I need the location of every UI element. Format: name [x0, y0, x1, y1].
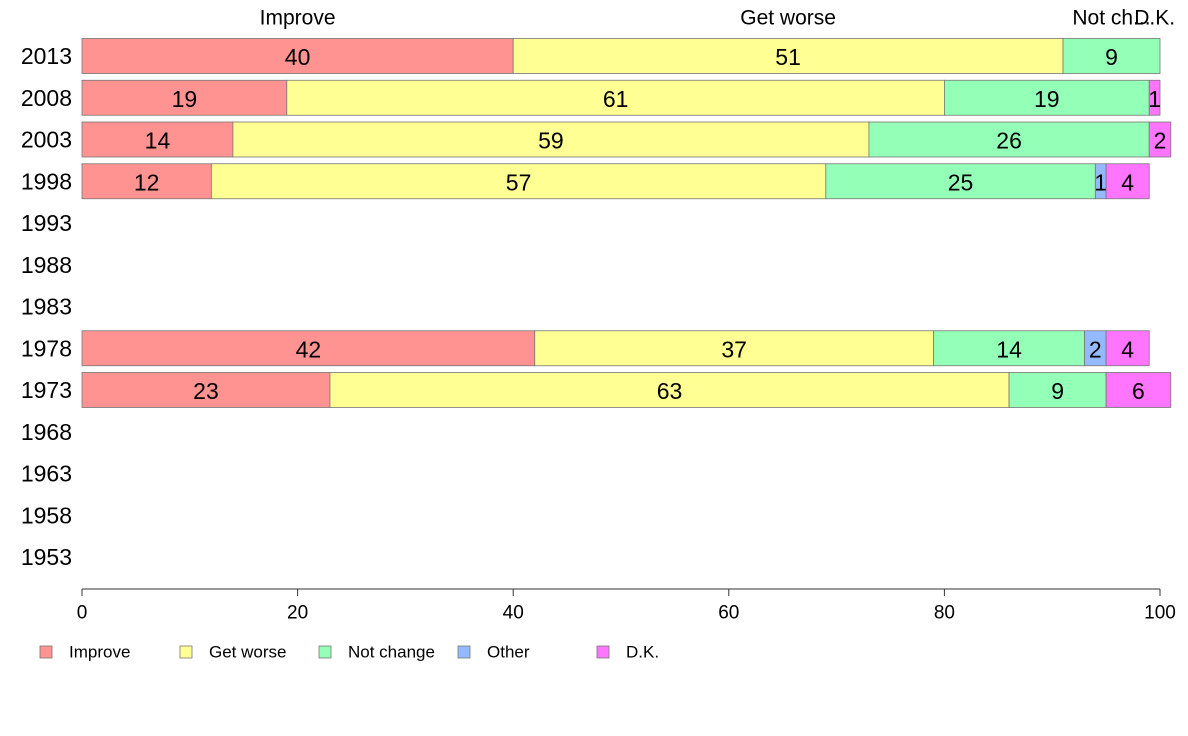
y-tick-label: 2003: [21, 127, 72, 153]
legend-swatch: [179, 645, 193, 659]
bar-segment: [81, 121, 234, 158]
legend-swatch: [596, 645, 610, 659]
y-tick-label: 1958: [21, 502, 72, 528]
legend-label: D.K.: [626, 643, 659, 662]
data-label: 26: [996, 128, 1022, 154]
bar-segment: [512, 38, 1064, 74]
legend-swatch: [457, 645, 471, 659]
x-tick-label: 100: [1144, 603, 1176, 624]
x-tick-label: 60: [718, 603, 739, 624]
bar-segment: [1148, 79, 1161, 116]
data-label: 9: [1105, 44, 1118, 70]
y-tick-label: 1973: [21, 377, 72, 403]
bar-segment: [944, 79, 1150, 116]
data-label: 4: [1121, 336, 1134, 362]
data-label: 61: [603, 86, 629, 112]
legend-label: Other: [487, 643, 530, 662]
data-label: 23: [193, 378, 219, 404]
data-label: 14: [996, 336, 1022, 362]
bar-segment: [81, 330, 536, 367]
bar-segment: [1008, 372, 1107, 408]
bar-segment: [81, 79, 288, 116]
data-label: 2: [1154, 128, 1167, 154]
bar-segment: [81, 163, 212, 200]
y-tick-label: 1968: [21, 419, 72, 445]
y-tick-label: 1988: [21, 252, 72, 278]
data-label: 12: [134, 169, 160, 195]
data-label: 51: [775, 44, 801, 70]
data-label: 19: [172, 86, 198, 112]
top-series-label: D.K.: [1134, 7, 1175, 30]
data-label: 57: [506, 169, 532, 195]
data-label: 40: [285, 44, 311, 70]
bar-segment: [825, 163, 1096, 200]
data-label: 1: [1148, 86, 1161, 112]
x-tick-label: 20: [287, 603, 308, 624]
data-label: 14: [145, 128, 171, 154]
y-tick-label: 1998: [21, 168, 72, 194]
bar-segment: [1105, 163, 1150, 200]
data-label: 9: [1051, 378, 1064, 404]
bar-segment: [81, 372, 331, 408]
top-series-label: Improve: [260, 7, 336, 30]
y-tick-label: 1953: [21, 544, 72, 570]
bar-segment: [933, 330, 1085, 367]
data-label: 42: [296, 336, 322, 362]
legend-swatch: [39, 645, 53, 659]
top-series-label: Get worse: [740, 7, 836, 30]
data-label: 6: [1132, 378, 1145, 404]
bar-segment: [1062, 38, 1161, 74]
data-label: 1: [1094, 169, 1107, 195]
y-tick-label: 1978: [21, 335, 72, 361]
bar-segment: [210, 163, 827, 200]
bar-segment: [1105, 330, 1150, 367]
data-label: 37: [721, 336, 747, 362]
y-tick-label: 2013: [21, 43, 72, 69]
bar-segment: [1148, 121, 1172, 158]
bar-segment: [868, 121, 1150, 158]
bar-segment: [329, 372, 1010, 408]
legend-swatch: [318, 645, 332, 659]
data-label: 4: [1121, 169, 1134, 195]
data-label: 19: [1034, 86, 1060, 112]
bar-segment: [534, 330, 935, 367]
data-label: 63: [657, 378, 683, 404]
legend-label: Not change: [348, 643, 435, 662]
legend-label: Get worse: [209, 643, 286, 662]
y-tick-label: 1963: [21, 461, 72, 487]
y-tick-label: 1993: [21, 210, 72, 236]
bar-segment: [232, 121, 870, 158]
bar-segment: [286, 79, 945, 116]
data-label: 59: [538, 128, 564, 154]
data-label: 2: [1089, 336, 1102, 362]
data-label: 25: [948, 169, 974, 195]
bar-segment: [81, 38, 514, 74]
legend-label: Improve: [69, 643, 130, 662]
bar-segment: [1105, 372, 1172, 408]
top-series-label: Not ch...: [1072, 7, 1150, 30]
y-tick-label: 2008: [21, 85, 72, 111]
y-tick-label: 1983: [21, 294, 72, 320]
x-tick-label: 40: [503, 603, 524, 624]
x-tick-label: 80: [934, 603, 955, 624]
x-tick-label: 0: [77, 603, 88, 624]
